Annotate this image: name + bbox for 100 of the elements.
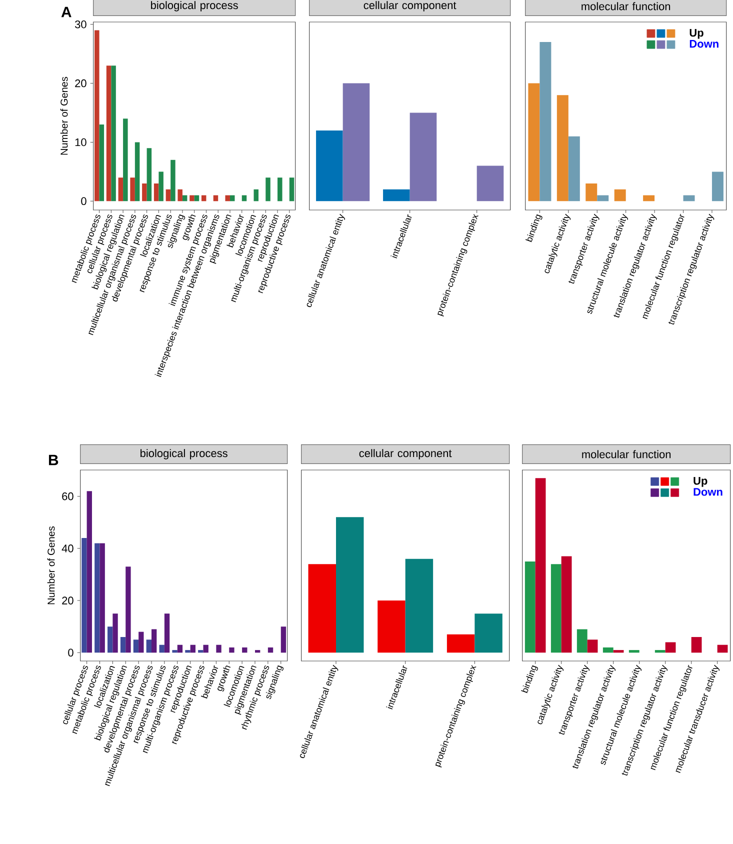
bar (198, 650, 204, 653)
bar (146, 148, 152, 202)
x-tick-label: catalytic activity (544, 214, 570, 274)
bar (268, 647, 273, 653)
bar (120, 637, 126, 653)
bar (561, 556, 572, 653)
bar (100, 543, 105, 653)
bar (122, 118, 128, 202)
y-tick-label: 0 (80, 197, 86, 206)
y-tick-label: 40 (62, 544, 74, 552)
bar (86, 491, 92, 653)
bar (190, 644, 196, 653)
chart-title: cellular component (359, 449, 452, 460)
bar (342, 83, 370, 202)
bar (654, 650, 666, 653)
bar (254, 189, 258, 202)
bar (107, 626, 113, 653)
bar (178, 189, 182, 202)
bar (170, 160, 176, 202)
legend-label: Up (690, 28, 704, 39)
bar (151, 629, 157, 653)
y-axis-title: Number of Genes (60, 76, 68, 155)
bar (277, 178, 282, 202)
y-axis-title: Number of Genes (47, 526, 55, 604)
bar (111, 66, 116, 202)
text: A (61, 6, 72, 18)
bar (177, 644, 182, 653)
bar (133, 640, 138, 653)
bar (184, 650, 190, 653)
bar (94, 30, 100, 202)
bar (642, 195, 654, 202)
bar (535, 478, 546, 653)
bar (289, 178, 294, 202)
bar (242, 647, 248, 653)
bar (614, 189, 626, 202)
bar (134, 142, 140, 202)
bar (308, 564, 336, 653)
chart-title: biological process (140, 449, 228, 460)
legend-label: Down (694, 488, 722, 496)
bar (225, 195, 230, 202)
bar (142, 183, 147, 202)
bar (596, 195, 608, 202)
bar (265, 178, 270, 202)
bar (336, 517, 364, 653)
bar (382, 189, 410, 202)
bar (125, 566, 131, 653)
bar (576, 629, 588, 653)
bar (228, 647, 234, 653)
bar (216, 644, 222, 653)
legend-label: Down (690, 40, 718, 48)
bar (587, 640, 598, 653)
bar (81, 538, 87, 653)
bar (94, 543, 100, 653)
y-tick-label: 10 (75, 138, 86, 146)
chart-title: cellular component (364, 1, 456, 12)
bar (158, 172, 164, 202)
bar (550, 564, 562, 653)
bar (166, 189, 170, 202)
bar (172, 650, 178, 653)
bar (628, 650, 640, 653)
y-tick-label: 30 (74, 20, 86, 28)
bar (159, 644, 164, 653)
bar (280, 626, 286, 653)
bar (712, 172, 724, 202)
y-tick-label: 20 (74, 79, 86, 88)
bar (717, 644, 728, 653)
bar (138, 632, 144, 653)
bar (540, 42, 552, 202)
legend-label: Up (694, 477, 708, 487)
bar (528, 83, 540, 202)
bar (112, 614, 118, 653)
text: B (48, 454, 58, 466)
y-tick-label: 0 (68, 648, 74, 657)
x-tick-label: catalytic activity (538, 664, 564, 724)
bar (146, 640, 152, 653)
bar (377, 600, 406, 653)
bar (316, 130, 343, 202)
bar (118, 178, 123, 202)
bar (446, 634, 475, 653)
bar (410, 112, 436, 202)
y-tick-label: 60 (62, 492, 74, 500)
bar (602, 647, 614, 653)
chart-title: biological process (150, 1, 238, 12)
bar (665, 642, 676, 653)
bar (524, 561, 536, 653)
bar (99, 124, 104, 202)
y-tick-label: 20 (62, 596, 74, 604)
bar (189, 195, 194, 202)
bar (164, 614, 170, 653)
bar (556, 95, 568, 202)
bar (154, 183, 159, 202)
bar (585, 183, 597, 202)
bar (106, 66, 112, 202)
chart-title: molecular function (581, 2, 670, 10)
bar (405, 558, 433, 653)
bar (691, 637, 702, 653)
bar (130, 178, 135, 202)
bar (474, 614, 502, 653)
bar (613, 650, 624, 653)
bar (568, 136, 580, 202)
